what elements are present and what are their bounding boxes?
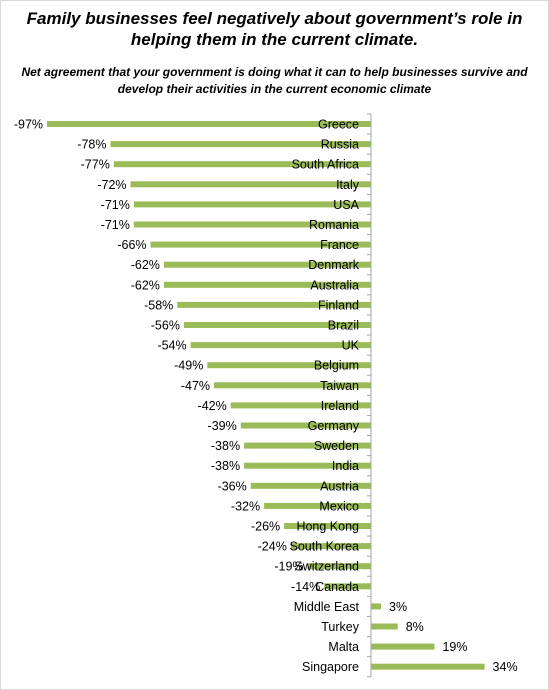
bar <box>307 563 371 570</box>
bar <box>113 161 371 168</box>
category-label: Belgium <box>314 359 359 373</box>
category-label: Canada <box>315 580 359 594</box>
data-label: -26% <box>251 520 280 534</box>
data-label: -97% <box>14 118 43 132</box>
category-label: Greece <box>318 118 359 132</box>
bar <box>371 623 398 630</box>
category-label: South Korea <box>290 540 360 554</box>
bar <box>264 502 371 509</box>
category-label: Taiwan <box>320 379 359 393</box>
data-label: -58% <box>144 298 173 312</box>
data-label: -38% <box>211 439 240 453</box>
bar <box>324 583 371 590</box>
bar <box>371 643 435 650</box>
bar <box>150 241 371 248</box>
data-label: -38% <box>211 459 240 473</box>
data-label: -24% <box>258 540 287 554</box>
category-label: Middle East <box>294 600 360 614</box>
category-label: Switzerland <box>294 560 359 574</box>
category-label: UK <box>342 339 360 353</box>
data-label: -49% <box>174 359 203 373</box>
data-label: -78% <box>77 138 106 152</box>
bar <box>190 342 371 349</box>
category-label: South Africa <box>292 158 359 172</box>
bar <box>244 462 371 469</box>
data-label: 8% <box>406 620 424 634</box>
data-label: -54% <box>157 339 186 353</box>
bar <box>214 382 371 389</box>
category-label: USA <box>333 198 359 212</box>
chart-subtitle: Net agreement that your government is do… <box>21 65 528 96</box>
bar <box>250 482 371 489</box>
data-label: -77% <box>81 158 110 172</box>
data-label: -32% <box>231 499 260 513</box>
bar <box>290 543 371 550</box>
bar <box>371 603 382 610</box>
category-label: Turkey <box>321 620 359 634</box>
bar <box>163 261 371 268</box>
category-label: Finland <box>318 298 359 312</box>
data-label: -62% <box>131 278 160 292</box>
data-label: 19% <box>442 640 467 654</box>
bar <box>244 442 371 449</box>
bar <box>177 301 371 308</box>
bar <box>284 523 371 529</box>
data-label: -36% <box>218 479 247 493</box>
data-label: -39% <box>208 419 237 433</box>
data-label: 3% <box>389 600 407 614</box>
category-label: Hong Kong <box>296 520 359 534</box>
category-label: Russia <box>321 138 359 152</box>
bar <box>240 422 371 429</box>
category-label: Germany <box>308 419 360 433</box>
category-label: Australia <box>310 278 359 292</box>
bar <box>230 402 371 409</box>
bar <box>47 121 372 127</box>
category-label: Brazil <box>328 319 359 333</box>
data-label: -71% <box>101 198 130 212</box>
category-label: Ireland <box>321 399 359 413</box>
data-label: -47% <box>181 379 210 393</box>
bar <box>183 322 371 328</box>
data-label: -14% <box>291 580 320 594</box>
category-label: Denmark <box>308 258 359 272</box>
category-label: Austria <box>320 479 359 493</box>
data-label: -42% <box>198 399 227 413</box>
bar <box>130 181 371 188</box>
category-label: Romania <box>309 218 359 232</box>
bar <box>207 362 371 369</box>
data-label: 34% <box>493 660 518 674</box>
chart-title: Family businesses feel negatively about … <box>26 9 523 49</box>
data-label: -71% <box>101 218 130 232</box>
data-label: -72% <box>97 178 126 192</box>
category-label: Mexico <box>319 499 359 513</box>
category-label: Singapore <box>302 660 359 674</box>
category-label: France <box>320 238 359 252</box>
category-label: Italy <box>336 178 360 192</box>
bar <box>371 663 485 670</box>
data-label: -19% <box>274 560 303 574</box>
bar <box>163 281 371 288</box>
data-label: -56% <box>151 319 180 333</box>
bar <box>133 201 371 208</box>
category-label: India <box>332 459 359 473</box>
data-label: -62% <box>131 258 160 272</box>
bar <box>133 221 371 228</box>
category-label: Sweden <box>314 439 359 453</box>
category-label: Malta <box>328 640 359 654</box>
bar <box>110 141 371 148</box>
data-label: -66% <box>117 238 146 252</box>
